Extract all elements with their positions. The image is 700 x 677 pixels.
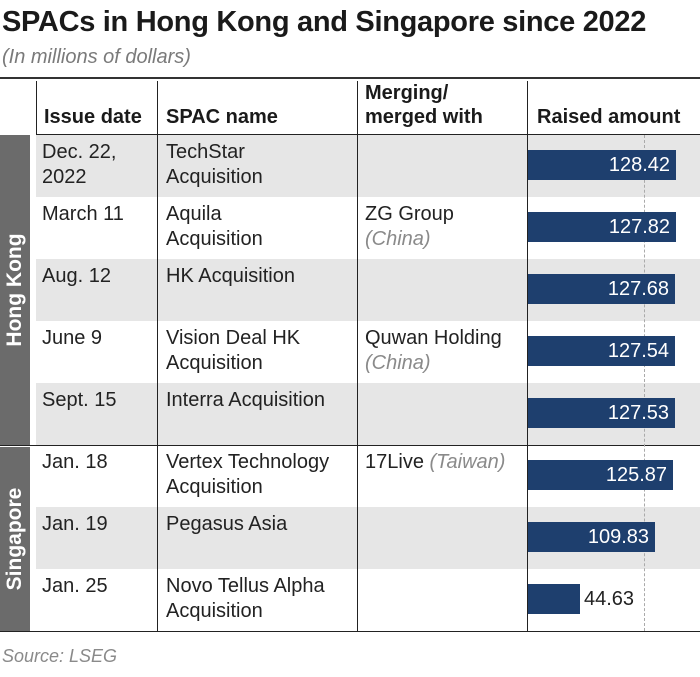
merge-company: 17Live <box>365 451 424 473</box>
column-rule <box>527 81 528 631</box>
group-label-singapore: Singapore <box>3 487 26 591</box>
cell-spac-name: Aquila Acquisition <box>166 203 263 250</box>
top-rule <box>0 77 700 79</box>
merge-company: ZG Group <box>365 203 454 225</box>
cell-merging: Quwan Holding (China) <box>365 326 502 376</box>
source-note: Source: LSEG <box>2 646 118 666</box>
group-label-hong-kong: Hong Kong <box>3 233 26 347</box>
cell-spac-name: HK Acquisition <box>166 265 295 287</box>
header-issue-date: Issue date <box>44 106 142 128</box>
cell-spac-name: Novo Tellus Alpha Acquisition <box>166 575 325 622</box>
bar-value-label: 127.68 <box>607 278 669 300</box>
cell-spac-name: TechStar Acquisition <box>166 141 263 188</box>
bar-0 <box>528 150 676 180</box>
bar-value-label: 109.83 <box>587 526 649 548</box>
cell-spac-name: Pegasus Asia <box>166 513 288 535</box>
merge-country: (Taiwan) <box>429 451 506 473</box>
cell-issue-date: Sept. 15 <box>42 389 117 411</box>
column-rule <box>357 81 358 631</box>
bar-value-label: 127.82 <box>608 216 670 238</box>
cell-issue-date: June 9 <box>42 327 103 349</box>
header-raised-amount: Raised amount <box>537 106 681 128</box>
cell-issue-date: Jan. 18 <box>42 451 108 473</box>
group-sidebar-singapore <box>0 447 30 631</box>
cell-issue-date: Jan. 19 <box>42 513 108 535</box>
group-divider <box>0 445 700 446</box>
bar-value-label: 127.53 <box>607 402 669 424</box>
bar-6 <box>528 522 655 552</box>
merge-country: (China) <box>365 352 431 374</box>
merge-company: Quwan Holding <box>365 327 502 349</box>
cell-issue-date: Dec. 22, 2022 <box>42 141 117 188</box>
cell-merging: ZG Group (China) <box>365 202 454 252</box>
table-bottom-rule <box>0 631 700 632</box>
header-merging: Merging/ merged with <box>365 82 483 128</box>
cell-spac-name: Interra Acquisition <box>166 389 325 411</box>
column-rule <box>36 81 37 135</box>
cell-merging: 17Live (Taiwan) <box>365 450 505 475</box>
bar-3 <box>528 336 675 366</box>
bar-2 <box>528 274 675 304</box>
header-spac-name: SPAC name <box>166 106 278 128</box>
cell-spac-name: Vertex Technology Acquisition <box>166 451 330 498</box>
bar-value-label: 44.63 <box>584 588 635 610</box>
cell-issue-date: Aug. 12 <box>42 265 111 287</box>
bar-value-label: 125.87 <box>605 464 667 486</box>
cell-spac-name: Vision Deal HK Acquisition <box>166 327 301 374</box>
header-rule <box>36 134 700 135</box>
bar-5 <box>528 460 673 490</box>
chart-title: SPACs in Hong Kong and Singapore since 2… <box>2 6 647 38</box>
chart-subtitle: (In millions of dollars) <box>2 46 191 68</box>
column-rule <box>157 81 158 631</box>
cell-issue-date: Jan. 25 <box>42 575 108 597</box>
bar-4 <box>528 398 675 428</box>
group-sidebar-hong-kong <box>0 135 30 445</box>
bar-value-label: 128.42 <box>608 154 670 176</box>
merge-country: (China) <box>365 228 431 250</box>
cell-issue-date: March 11 <box>42 203 124 225</box>
gridline <box>644 135 645 631</box>
bar-value-label: 127.54 <box>607 340 669 362</box>
bar-1 <box>528 212 676 242</box>
bar-7 <box>528 584 580 614</box>
